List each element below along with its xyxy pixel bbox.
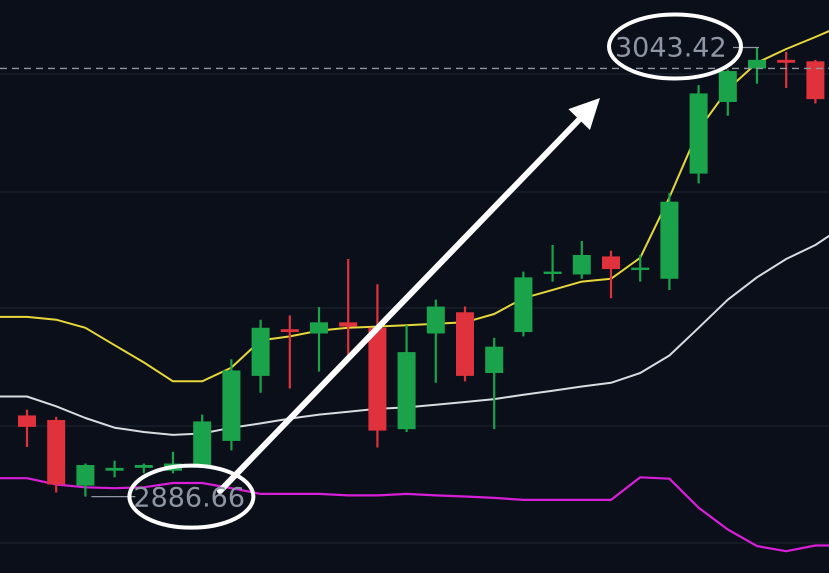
candle-body-13 xyxy=(397,352,416,430)
candle-12 xyxy=(368,284,387,448)
candle-body-4 xyxy=(134,464,153,468)
candle-body-17 xyxy=(514,277,533,333)
candle-body-2 xyxy=(76,464,95,486)
candle-body-3 xyxy=(105,467,124,471)
trend-arrow-head xyxy=(568,98,600,130)
low-price-label: 2886.66 xyxy=(133,483,245,514)
candle-body-20 xyxy=(602,256,620,270)
candle-body-9 xyxy=(280,329,299,333)
candle-15 xyxy=(456,306,474,382)
candle-10 xyxy=(310,307,328,372)
candle-25 xyxy=(748,47,766,84)
candle-23 xyxy=(689,85,708,184)
high-price-circle xyxy=(607,12,743,81)
candle-0 xyxy=(18,409,36,447)
high-price-label: 3043.42 xyxy=(615,33,727,64)
candle-7 xyxy=(222,359,241,451)
candle-9 xyxy=(280,315,299,389)
trend-arrow-shaft xyxy=(217,116,583,494)
candle-8 xyxy=(251,319,270,393)
candle-22 xyxy=(660,193,679,290)
candle-body-1 xyxy=(47,420,66,485)
candle-17 xyxy=(514,271,533,337)
candle-body-22 xyxy=(660,201,679,279)
candle-19 xyxy=(572,240,591,279)
candle-body-19 xyxy=(572,254,591,275)
candle-16 xyxy=(485,337,504,430)
candle-body-7 xyxy=(222,370,241,441)
candle-24 xyxy=(718,69,737,116)
ma-mid-line xyxy=(0,224,829,436)
candles-layer xyxy=(18,47,825,497)
candle-1 xyxy=(47,416,66,493)
candle-body-8 xyxy=(251,327,270,376)
candle-27 xyxy=(806,59,825,104)
candle-body-25 xyxy=(748,59,766,69)
candle-body-27 xyxy=(806,61,825,100)
candle-body-24 xyxy=(718,71,737,102)
candle-body-14 xyxy=(426,306,445,334)
candle-body-26 xyxy=(777,59,796,63)
candle-26 xyxy=(777,51,796,88)
candle-20 xyxy=(602,250,620,299)
candle-4 xyxy=(134,463,153,474)
candle-14 xyxy=(426,299,445,383)
candle-body-18 xyxy=(543,271,562,275)
candle-body-10 xyxy=(310,322,328,334)
candle-body-15 xyxy=(456,312,474,376)
candle-body-23 xyxy=(689,93,708,174)
candle-body-21 xyxy=(631,267,650,270)
candle-body-16 xyxy=(485,346,504,374)
candle-11 xyxy=(339,258,358,358)
annotations-layer: 3043.42 2886.66 xyxy=(0,12,829,530)
candle-2 xyxy=(76,463,95,497)
candle-body-11 xyxy=(339,322,358,327)
candle-6 xyxy=(193,414,212,465)
low-price-circle xyxy=(127,463,256,530)
candle-body-0 xyxy=(18,415,36,427)
candle-21 xyxy=(631,254,650,282)
candle-body-12 xyxy=(368,327,387,431)
candle-13 xyxy=(397,325,416,433)
candle-18 xyxy=(543,244,562,282)
indicator-layer xyxy=(0,476,829,553)
candle-3 xyxy=(105,460,124,478)
indicator-line xyxy=(0,476,829,553)
candle-body-6 xyxy=(193,421,212,465)
